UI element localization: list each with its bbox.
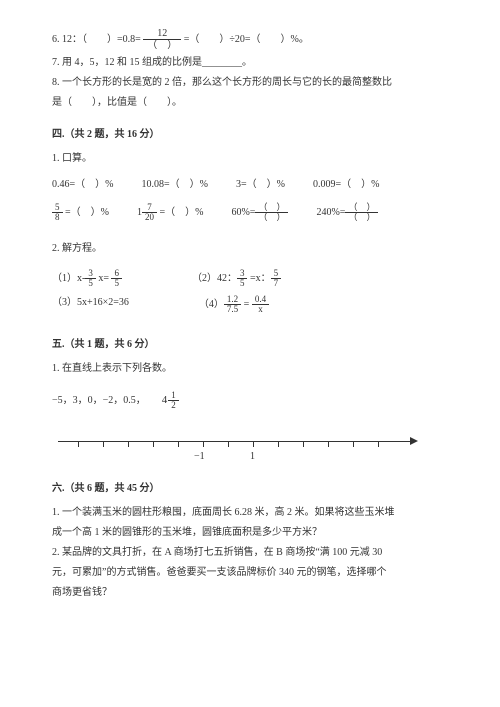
tick-neg1: [203, 441, 204, 447]
section-6-head: 六.（共 6 题，共 45 分）: [52, 481, 448, 497]
q6-fraction: 12 （ ）: [143, 28, 181, 51]
eq-4: （4）1.27.5 = 0.4x: [199, 295, 269, 315]
eq-3: （3）5x+16×2=36: [52, 295, 129, 315]
section-4-head: 四.（共 2 题，共 16 分）: [52, 127, 448, 143]
eq-row-2: （3）5x+16×2=36 （4）1.27.5 = 0.4x: [52, 295, 448, 315]
eq-2: （2）42：35 =x：57: [192, 269, 281, 289]
label-pos1: 1: [250, 449, 255, 465]
calc-6: 1720 =（ ）%: [137, 203, 203, 223]
tick: [228, 441, 229, 447]
tick-pos1: [253, 441, 254, 447]
nl-axis: [58, 441, 410, 442]
arrow-icon: [410, 437, 418, 445]
number-list: −5，3，0，−2，0.5， 4 12: [52, 391, 448, 411]
calc-7: 60%=（ ）（ ）: [231, 203, 288, 223]
s6-q2c: 商场更省钱？: [52, 585, 448, 601]
tick: [128, 441, 129, 447]
numbers-text: −5，3，0，−2，0.5，: [52, 393, 146, 409]
tick: [303, 441, 304, 447]
calc-2: 10.08=（ ）%: [141, 177, 207, 193]
tick: [103, 441, 104, 447]
tick: [378, 441, 379, 447]
s6-q2a: 2. 某品牌的文具打折，在 A 商场打七五折销售，在 B 商场按“满 100 元…: [52, 545, 448, 561]
tick: [153, 441, 154, 447]
calc-3: 3=（ ）%: [236, 177, 285, 193]
calc-row-1: 0.46=（ ）% 10.08=（ ）% 3=（ ）% 0.009=（ ）%: [52, 177, 448, 193]
s6-q1b: 成一个高 1 米的圆锥形的玉米堆，圆锥底面积是多少平方米？: [52, 525, 448, 541]
s6-q1a: 1. 一个装满玉米的圆柱形粮囤，底面周长 6.28 米，高 2 米。如果将这些玉…: [52, 505, 448, 521]
mixed-number: 4 12: [162, 391, 179, 411]
calc-5: 58 =（ ）%: [52, 203, 109, 223]
eq-1: （1）x-35 x= 65: [52, 269, 122, 289]
calc-row-2: 58 =（ ）% 1720 =（ ）% 60%=（ ）（ ） 240%=（ ）（…: [52, 203, 448, 223]
s4-q2: 2. 解方程。: [52, 241, 448, 257]
question-8a: 8. 一个长方形的长是宽的 2 倍，那么这个长方形的周长与它的长的最简整数比: [52, 75, 448, 91]
tick: [353, 441, 354, 447]
tick: [178, 441, 179, 447]
tick: [328, 441, 329, 447]
calc-4: 0.009=（ ）%: [313, 177, 379, 193]
s5-q1: 1. 在直线上表示下列各数。: [52, 361, 448, 377]
section-5-head: 五.（共 1 题，共 6 分）: [52, 337, 448, 353]
s6-q2b: 元，可累加”的方式销售。爸爸要买一支该品牌标价 340 元的钢笔，选择哪个: [52, 565, 448, 581]
s4-q1: 1. 口算。: [52, 151, 448, 167]
question-8b: 是（ ），比值是（ ）。: [52, 95, 448, 111]
calc-1: 0.46=（ ）%: [52, 177, 113, 193]
eq-row-1: （1）x-35 x= 65 （2）42：35 =x：57: [52, 269, 448, 289]
label-neg1: −1: [194, 449, 205, 465]
q6-prefix: 6. 12：（ ）=0.8=: [52, 34, 143, 45]
number-line-wrap: −1 1: [52, 435, 448, 463]
q6-mid: =（ ）÷20=（ ）%。: [184, 34, 309, 45]
number-line: −1 1: [58, 435, 418, 463]
tick: [278, 441, 279, 447]
tick: [78, 441, 79, 447]
question-7: 7. 用 4，5，12 和 15 组成的比例是________。: [52, 55, 448, 71]
question-6: 6. 12：（ ）=0.8= 12 （ ） =（ ）÷20=（ ）%。: [52, 28, 448, 51]
calc-8: 240%=（ ）（ ）: [316, 203, 378, 223]
